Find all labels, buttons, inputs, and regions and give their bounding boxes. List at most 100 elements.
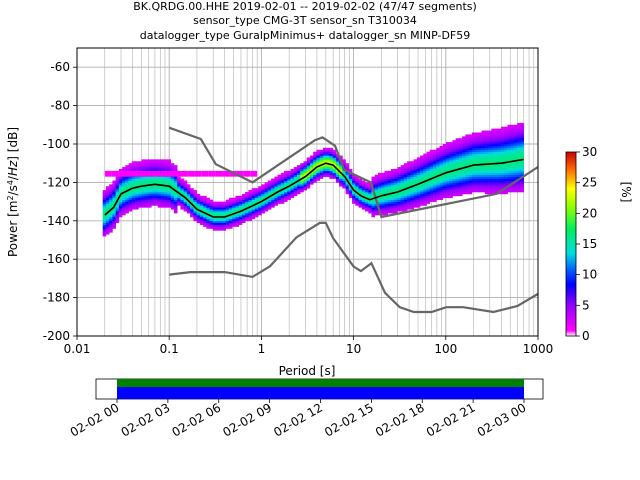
heatmap-cell [225, 209, 230, 212]
heatmap-cell [258, 188, 262, 191]
heatmap-cell [475, 132, 479, 135]
heatmap-cell [481, 145, 486, 149]
heatmap-cell [280, 199, 285, 202]
heatmap-cell [229, 199, 233, 202]
heatmap-cell [478, 182, 482, 185]
heatmap-cell [397, 174, 401, 177]
heatmap-cell [433, 168, 437, 172]
heatmap-cell [112, 209, 116, 212]
heatmap-cell [241, 213, 246, 216]
heatmap-cell [277, 199, 282, 202]
heatmap-cell [377, 201, 382, 204]
heatmap-cell [442, 168, 447, 172]
heatmap-cell [177, 203, 181, 206]
heatmap-cell [455, 140, 460, 143]
heatmap-cell [167, 186, 172, 189]
heatmap-cell [277, 178, 282, 181]
heatmap-cell [358, 205, 363, 208]
heatmap-cell [115, 186, 120, 189]
heatmap-cell [144, 176, 149, 179]
heatmap-cell [183, 205, 188, 208]
heatmap-cell [118, 180, 123, 183]
heatmap-cell [229, 215, 233, 218]
heatmap-cell [118, 213, 123, 216]
heatmap-cell [332, 155, 337, 158]
heatmap-cell [148, 161, 152, 164]
heatmap-cell [458, 174, 463, 177]
heatmap-cell [468, 180, 473, 183]
heatmap-cell [131, 195, 136, 199]
heatmap-cell [510, 161, 515, 164]
heatmap-cell [458, 186, 463, 189]
heatmap-cell [216, 220, 220, 224]
heatmap-cell [494, 145, 499, 149]
heatmap-cell [371, 193, 376, 197]
heatmap-cell [384, 199, 388, 202]
heatmap-cell [135, 184, 139, 187]
heatmap-cell [102, 203, 107, 206]
heatmap-cell [390, 207, 395, 210]
heatmap-cell [488, 192, 492, 195]
heatmap-cell [222, 215, 227, 218]
heatmap-cell [403, 195, 408, 199]
heatmap-cell [455, 145, 460, 149]
heatmap-cell [352, 193, 356, 197]
heatmap-cell [484, 176, 489, 179]
heatmap-cell [455, 176, 460, 179]
heatmap-cell [254, 201, 259, 204]
heatmap-cell [484, 188, 489, 191]
heatmap-cell [452, 178, 457, 181]
heatmap-cell [358, 197, 363, 200]
heatmap-cell [400, 195, 405, 199]
heatmap-cell [225, 218, 230, 222]
heatmap-cell [238, 197, 243, 200]
heatmap-cell [235, 205, 240, 208]
heatmap-cell [423, 195, 427, 199]
heatmap-cell [445, 163, 450, 166]
heatmap-cell [400, 168, 405, 172]
heatmap-cell [433, 186, 437, 189]
heatmap-cell [494, 136, 499, 139]
heatmap-cell [118, 203, 123, 206]
heatmap-cell [225, 222, 230, 225]
heatmap-cell [361, 203, 366, 206]
heatmap-cell [514, 144, 518, 147]
heatmap-cell [478, 142, 482, 145]
heatmap-cell [416, 197, 421, 200]
heatmap-cell [102, 234, 107, 237]
heatmap-cell [264, 199, 269, 202]
heatmap-cell [118, 188, 123, 191]
heatmap-cell [449, 188, 453, 191]
heatmap-cell [160, 195, 165, 199]
heatmap-cell [510, 149, 515, 152]
heatmap-cell [423, 165, 427, 168]
heatmap-cell [491, 180, 495, 183]
heatmap-cell [397, 186, 401, 189]
heatmap-cell [475, 168, 479, 172]
heatmap-cell [212, 211, 217, 214]
heatmap-cell [439, 197, 444, 200]
heatmap-cell [475, 157, 479, 160]
heatmap-cell [368, 209, 372, 212]
heatmap-cell [115, 211, 120, 214]
heatmap-cell [313, 172, 317, 176]
heatmap-cell [355, 188, 359, 191]
heatmap-cell [439, 157, 444, 160]
heatmap-cell [413, 178, 418, 181]
heatmap-cell [426, 153, 431, 156]
heatmap-cell [478, 145, 482, 149]
heatmap-cell [501, 184, 505, 187]
heatmap-cell [352, 199, 356, 202]
heatmap-cell [410, 165, 414, 168]
heatmap-cell [478, 144, 482, 147]
heatmap-cell [420, 186, 424, 189]
heatmap-cell [471, 184, 476, 187]
heatmap-cell [371, 205, 376, 208]
heatmap-cell [403, 172, 408, 176]
heatmap-cell [365, 190, 369, 193]
heatmap-cell [322, 172, 327, 176]
heatmap-cell [471, 174, 476, 177]
heatmap-cell [517, 188, 521, 191]
heatmap-cell [377, 172, 382, 176]
heatmap-cell [433, 165, 437, 168]
